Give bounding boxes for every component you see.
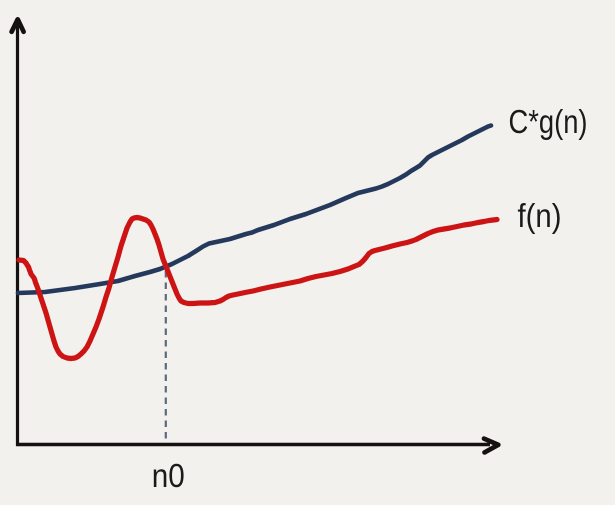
svg-text:n0: n0	[152, 457, 185, 494]
svg-text:f(n): f(n)	[518, 197, 562, 234]
svg-text:C*g(n): C*g(n)	[509, 103, 588, 140]
